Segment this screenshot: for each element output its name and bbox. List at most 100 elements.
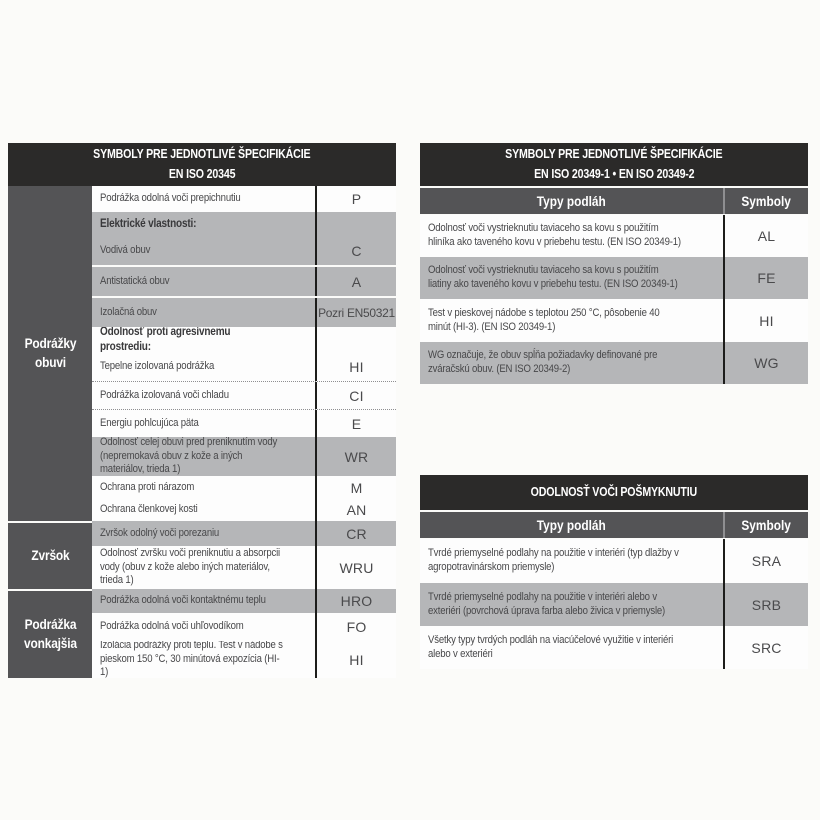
spec-label: Zvršok odolný voči porezaniu (92, 521, 315, 546)
spec-row: Vodivá obuv C (92, 237, 396, 267)
spec-row: Ochrana členkovej kosti AN (92, 499, 396, 521)
table-section: Podrážky obuvi Podrážka odolná voči prepi… (8, 186, 396, 521)
spec-row: Odolnosť voči vystrieknutiu taviaceho sa… (420, 257, 808, 299)
right-column: SYMBOLY PRE JEDNOTLIVÉ ŠPECIFIKÁCIE EN I… (420, 143, 808, 669)
column-header-symbols-label: Symboly (741, 193, 792, 209)
spec-label-text: Izolačná obuv (100, 305, 157, 318)
spec-label: Podrážka odolná voči kontaktnému teplu (92, 589, 315, 613)
section-sidebar-label: Podrážky obuvi (24, 336, 76, 370)
spec-label: WG označuje, že obuv spĺňa požiadavky de… (420, 342, 723, 384)
spec-label-text: Tepelne izolovaná podrážka (100, 359, 215, 372)
spec-symbol: AN (315, 499, 396, 521)
spec-label-text: Odolnosť proti agresívnemu prostrediu: (100, 327, 231, 352)
column-header-row: Typy podláh Symboly (420, 512, 808, 538)
spec-row: Všetky typy tvrdých podláh na viacúčelov… (420, 626, 808, 669)
spec-row: Odolnosť zvršku voči preniknutiu a absor… (92, 546, 396, 589)
column-header-floor-types: Typy podláh (420, 512, 723, 538)
table-title-line2: EN ISO 20349-1 • EN ISO 20349-2 (533, 166, 695, 181)
section-sidebar: Podrážky obuvi (8, 186, 92, 521)
table-title-line1: SYMBOLY PRE JEDNOTLIVÉ ŠPECIFIKÁCIE (93, 147, 311, 162)
column-header-row: Typy podláh Symboly (420, 188, 808, 214)
en-iso-20345-table-title: SYMBOLY PRE JEDNOTLIVÉ ŠPECIFIKÁCIE EN I… (8, 143, 396, 186)
spec-symbol: P (315, 186, 396, 212)
slip-resistance-table-title: ODOLNOSŤ VOČI POŠMYKNUTIU (420, 475, 808, 510)
spec-label-text: Podrážka izolovaná voči chladu (100, 388, 229, 401)
column-header-floor-types-label: Typy podláh (536, 193, 607, 209)
spec-label: Podrážka odolná voči prepichnutiu (92, 186, 315, 212)
spec-row: Antistatická obuv A (92, 267, 396, 298)
spec-label-text: Ochrana členkovej kosti (100, 503, 198, 516)
en-iso-20345-table: SYMBOLY PRE JEDNOTLIVÉ ŠPECIFIKÁCIE EN I… (8, 143, 396, 678)
spec-label: Test v pieskovej nádobe s teplotou 250 °… (420, 299, 723, 342)
spec-symbol: FO (315, 613, 396, 641)
spec-symbol: E (315, 410, 396, 437)
spec-label-text: Zvršok odolný voči porezaniu (100, 526, 220, 539)
spec-row: Podrážka izolovaná voči chladu CI (92, 382, 396, 410)
slip-resistance-table: ODOLNOSŤ VOČI POŠMYKNUTIU Typy podláh Sy… (420, 475, 808, 669)
spec-label: Energiu pohlcujúca päta (92, 410, 315, 437)
spec-row: Odolnosť proti agresívnemu prostrediu: (92, 327, 396, 352)
spec-symbol: SRC (723, 626, 808, 669)
spec-symbol: AL (723, 215, 808, 257)
table-title-line2: EN ISO 20345 (168, 166, 236, 181)
table-title-line1: ODOLNOSŤ VOČI POŠMYKNUTIU (530, 484, 698, 499)
spec-label-text: WG označuje, že obuv spĺňa požiadavky de… (428, 349, 658, 375)
section-sidebar: Podrážka vonkajšia (8, 589, 92, 678)
spec-label-text: Tvrdé priemyselné podlahy na použitie v … (428, 590, 666, 617)
spec-label-text: Vodivá obuv (100, 244, 151, 257)
spec-symbol: Pozri EN50321 (315, 298, 396, 327)
spec-symbol: WG (723, 342, 808, 384)
spec-label: Odolnosť celej obuvi pred preniknutím vo… (92, 437, 315, 476)
spec-symbol: FE (723, 257, 808, 299)
section-rows: Podrážka odolná voči prepichnutiu P Elektr… (92, 186, 396, 521)
spec-row: Elektrické vlastnosti: (92, 212, 396, 237)
section-rows: Zvršok odolný voči porezaniu CR Odolnosť z… (92, 521, 396, 589)
spec-label-text: Ochrana proti nárazom (100, 480, 195, 493)
spec-row: Ochrana proti nárazom M (92, 476, 396, 499)
spec-row: Podrážka odolná voči kontaktnému teplu HR… (92, 589, 396, 613)
spec-symbol: A (315, 267, 396, 296)
spec-row: Tvrdé priemyselné podlahy na použitie v … (420, 539, 808, 583)
spec-label-text: Test v pieskovej nádobe s teplotou 250 °… (428, 306, 660, 333)
column-header-symbols: Symboly (723, 188, 808, 214)
spec-label-text: Podrážka odolná voči kontaktnému teplu (100, 594, 266, 607)
en-iso-20349-table-body: Odolnosť voči vystrieknutiu taviaceho sa… (420, 215, 808, 384)
spec-row: Odolnosť celej obuvi pred preniknutím vo… (92, 437, 396, 476)
spec-label: Elektrické vlastnosti: (92, 212, 315, 237)
spec-label: Podrážka izolovaná voči chladu (92, 382, 315, 409)
column-header-floor-types: Typy podláh (420, 188, 723, 214)
spec-row: Energiu pohlcujúca päta E (92, 410, 396, 437)
spec-row: Podrážka odolná voči uhľovodíkom FO (92, 613, 396, 641)
spec-label: Ochrana členkovej kosti (92, 499, 315, 521)
spec-label-text: Odolnosť voči vystrieknutiu taviaceho sa… (428, 264, 678, 290)
spec-label: Tvrdé priemyselné podlahy na použitie v … (420, 539, 723, 583)
section-sidebar-label: Podrážka vonkajšia (23, 617, 77, 651)
spec-symbol (315, 327, 396, 352)
table-section: Podrážka vonkajšia Podrážka odolná voči k… (8, 589, 396, 678)
spec-row: Test v pieskovej nádobe s teplotou 250 °… (420, 299, 808, 342)
spec-symbol: WR (315, 437, 396, 476)
spec-symbol: SRB (723, 583, 808, 626)
spec-symbol: HI (315, 352, 396, 381)
spec-label-text: Odolnosť celej obuvi pred preniknutím vo… (100, 437, 278, 476)
section-sidebar: Zvršok (8, 521, 92, 589)
spec-label: Odolnosť voči vystrieknutiu taviaceho sa… (420, 215, 723, 257)
spec-label: Vodivá obuv (92, 237, 315, 265)
spec-label: Tvrdé priemyselné podlahy na použitie v … (420, 583, 723, 626)
spec-label: Odolnosť voči vystrieknutiu taviaceho sa… (420, 257, 723, 299)
spec-row: Izolačná obuv Pozri EN50321 (92, 298, 396, 327)
spec-row: Tepelne izolovaná podrážka HI (92, 352, 396, 382)
spec-label-text: Podrážka odolná voči uhľovodíkom (100, 620, 244, 633)
spec-label-text: Odolnosť zvršku voči preniknutiu a absor… (100, 546, 280, 587)
spec-symbol: HI (723, 299, 808, 342)
slip-resistance-table-body: Tvrdé priemyselné podlahy na použitie v … (420, 539, 808, 669)
spec-symbol: M (315, 476, 396, 499)
spec-label-text: Podrážka odolná voči prepichnutiu (100, 192, 241, 205)
spec-symbol (315, 212, 396, 237)
column-header-floor-types-label: Typy podláh (536, 517, 607, 533)
spec-label-text: Antistatická obuv (100, 274, 170, 287)
en-iso-20349-table-title: SYMBOLY PRE JEDNOTLIVÉ ŠPECIFIKÁCIE EN I… (420, 143, 808, 186)
spec-label: Ochrana proti nárazom (92, 476, 315, 499)
spec-symbol: HI (315, 641, 396, 678)
